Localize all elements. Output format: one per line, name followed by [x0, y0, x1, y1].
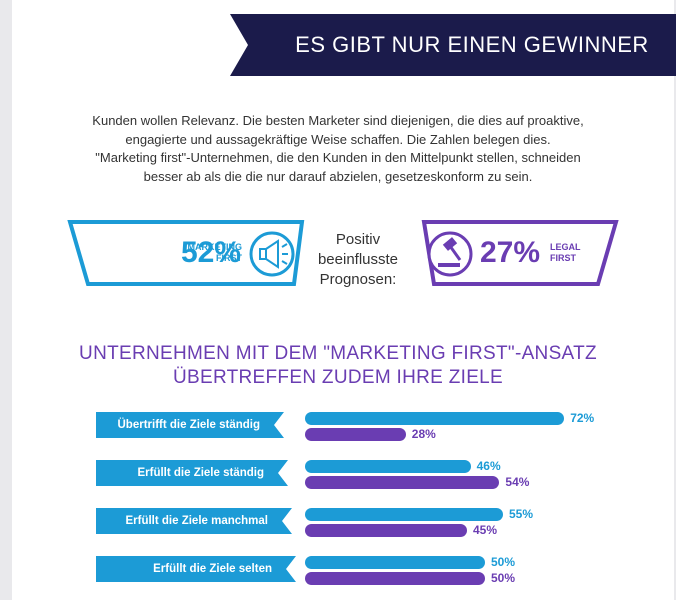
- legal-first-label: LEGAL FIRST: [550, 242, 581, 263]
- headline-line-2: ÜBERTREFFEN ZUDEM IHRE ZIELE: [172, 367, 504, 388]
- legal-first-bar: [305, 572, 485, 585]
- category-label: Erfüllt die Ziele manchmal: [96, 508, 292, 534]
- legal-first-bar: [305, 476, 500, 489]
- title-banner: ES GIBT NUR EINEN GEWINNER: [230, 14, 676, 76]
- intro-line: besser ab als die die nur darauf abziele…: [143, 168, 533, 184]
- category-label: Erfüllt die Ziele selten: [96, 556, 296, 582]
- bar-value-label: 46%: [476, 459, 501, 473]
- marketing-first-bar: [305, 412, 565, 425]
- category-label: Übertrifft die Ziele ständig: [96, 412, 284, 438]
- marketing-first-frame: [67, 220, 305, 286]
- bar-value-label: 28%: [411, 427, 436, 441]
- marketing-first-bar: [305, 508, 503, 521]
- chart-headline: UNTERNEHMEN MIT DEM "MARKETING FIRST"-AN…: [30, 342, 646, 390]
- bar-value-label: 55%: [509, 507, 534, 521]
- page-frame-right: [674, 0, 676, 600]
- category-label: Erfüllt die Ziele ständig: [96, 460, 288, 486]
- marketing-first-label: MARKETING FIRST: [187, 242, 243, 263]
- legal-first-frame: [421, 220, 619, 286]
- goals-bar-chart: Übertrifft die Ziele ständig 72% 28% Erfüll…: [0, 400, 676, 600]
- legal-first-stat: 27% LEGAL FIRST: [420, 216, 620, 290]
- legal-first-value: 27%: [480, 236, 541, 269]
- legal-first-bar: [305, 428, 406, 441]
- gavel-icon: [427, 231, 473, 277]
- positive-forecast-text: Positiv beeinflusste Prognosen:: [317, 231, 399, 288]
- legal-first-bar: [305, 524, 467, 537]
- marketing-first-bar: [305, 460, 471, 473]
- bar-value-label: 72%: [570, 411, 595, 425]
- intro-line: Kunden wollen Relevanz. Die besten Marke…: [92, 113, 584, 128]
- intro-line: "Marketing first"-Unternehmen, die den K…: [95, 150, 581, 165]
- intro-text: Kunden wollen Relevanz. Die besten Marke…: [40, 112, 636, 186]
- bar-value-label: 50%: [491, 571, 516, 585]
- banner-shape: [230, 14, 676, 76]
- page-frame-left: [0, 0, 12, 600]
- marketing-first-stat: MARKETING FIRST 52%: [66, 216, 306, 290]
- marketing-first-bar: [305, 556, 485, 569]
- headline-line-1: UNTERNEHMEN MIT DEM "MARKETING FIRST"-AN…: [79, 343, 597, 364]
- page-title: ES GIBT NUR EINEN GEWINNER: [295, 32, 649, 57]
- megaphone-icon: [249, 231, 295, 277]
- bar-value-label: 45%: [473, 523, 498, 537]
- marketing-first-value: 52%: [181, 236, 242, 269]
- bar-value-label: 54%: [505, 475, 530, 489]
- bar-value-label: 50%: [491, 555, 516, 569]
- intro-line: engagierte und aussagekräftige Weise sch…: [125, 131, 551, 147]
- positive-forecast-label: Positiv beeinflusste Prognosen:: [300, 230, 416, 290]
